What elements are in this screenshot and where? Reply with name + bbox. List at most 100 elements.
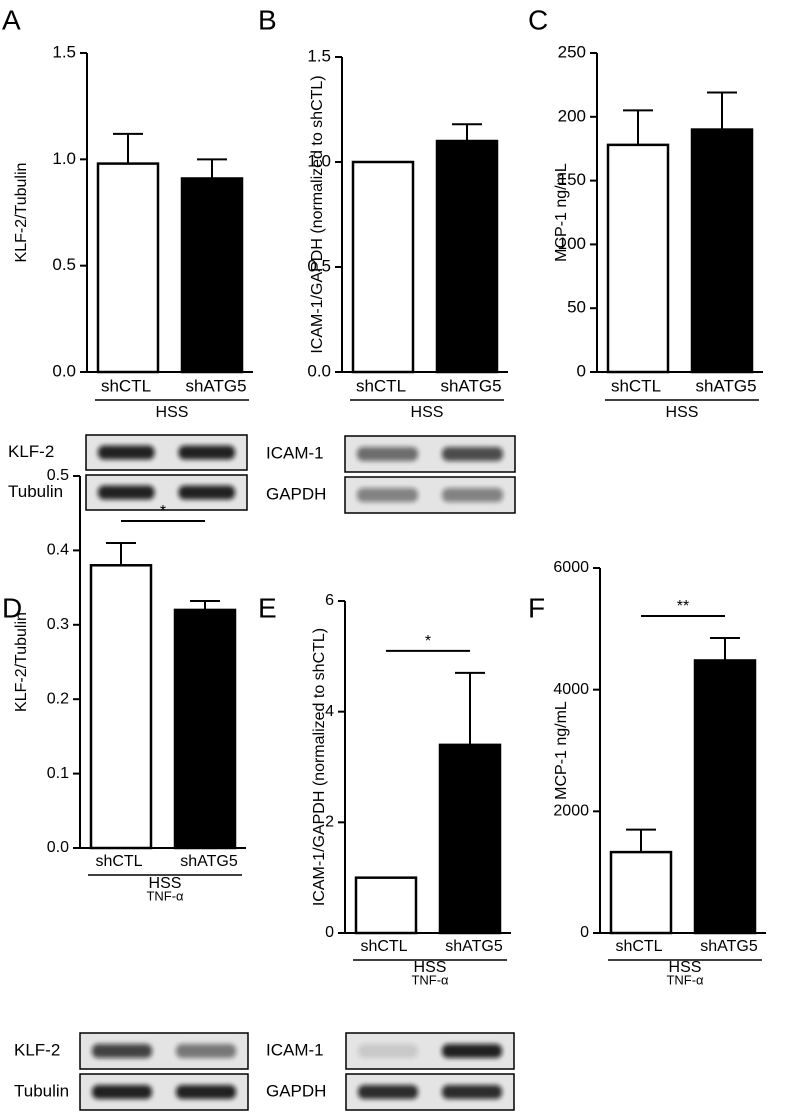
- blot-label: KLF-2: [14, 1040, 60, 1059]
- x-tick-label: shCTL: [611, 376, 661, 395]
- group-label: HSS: [149, 875, 182, 892]
- y-axis-label: MCP-1 ng/mL: [553, 701, 570, 800]
- x-tick-label: shCTL: [95, 853, 142, 870]
- x-tick-label: shCTL: [360, 938, 407, 955]
- blot-band: [442, 447, 503, 461]
- blot-band: [178, 485, 235, 500]
- y-axis-label: MCP-1 ng/mL: [553, 163, 570, 262]
- panel-letter: C: [528, 4, 548, 35]
- bar: [173, 608, 237, 850]
- group-label: HSS: [156, 404, 189, 421]
- y-axis-label: ICAM-1/GAPDH (normalized to shCTL): [311, 628, 328, 906]
- blot-band: [357, 447, 418, 461]
- y-axis-label: KLF-2/Tubulin: [13, 612, 30, 712]
- bar: [606, 143, 670, 374]
- blot-label: ICAM-1: [266, 1040, 324, 1059]
- y-tick-label: 1.5: [307, 46, 331, 65]
- panel-letter: E: [258, 592, 277, 623]
- y-tick-label: 4000: [553, 681, 589, 698]
- blot-band: [178, 445, 235, 460]
- y-tick-label: 0.3: [47, 616, 69, 633]
- y-tick-label: 50: [567, 298, 586, 317]
- bar: [609, 850, 673, 935]
- y-tick-label: 150: [558, 170, 586, 189]
- y-tick-label: 1.0: [52, 149, 76, 168]
- blot-band: [357, 488, 418, 502]
- y-tick-label: 0.0: [52, 361, 76, 380]
- x-tick-label: shATG5: [440, 376, 501, 395]
- blot-label: ICAM-1: [266, 443, 324, 462]
- blot-label: Tubulin: [14, 1081, 69, 1100]
- bar: [435, 139, 499, 374]
- panel-letter: F: [528, 592, 545, 623]
- x-tick-label: shATG5: [700, 938, 758, 955]
- blot-band: [176, 1085, 236, 1099]
- panel-letter: D: [2, 592, 22, 623]
- bar: [690, 128, 754, 374]
- x-tick-label: shATG5: [185, 376, 246, 395]
- y-tick-label: 0.2: [47, 690, 69, 707]
- y-tick-label: 0: [580, 924, 589, 941]
- y-tick-label: 0.0: [47, 839, 69, 856]
- x-tick-label: shCTL: [101, 376, 151, 395]
- y-tick-label: 0.5: [307, 256, 331, 275]
- x-tick-label: shATG5: [695, 376, 756, 395]
- y-tick-label: 0.5: [52, 255, 76, 274]
- y-tick-label: 6: [325, 592, 334, 609]
- panel-letter: A: [2, 4, 21, 35]
- group-label: HSS: [411, 404, 444, 421]
- group-label: HSS: [666, 404, 699, 421]
- x-tick-label: shATG5: [180, 853, 238, 870]
- blot-band: [92, 1044, 152, 1058]
- group-label: TNF-α: [411, 972, 449, 987]
- blot-label: GAPDH: [266, 1081, 326, 1100]
- bar: [693, 659, 757, 935]
- y-axis-label: ICAM-1/GAPDH (normalized to shCTL): [309, 75, 326, 353]
- significance-label: **: [677, 598, 689, 615]
- y-tick-label: 250: [558, 42, 586, 61]
- y-tick-label: 0: [577, 361, 586, 380]
- y-tick-label: 0.0: [307, 361, 331, 380]
- significance-label: *: [160, 503, 166, 520]
- blot-band: [358, 1085, 418, 1099]
- y-tick-label: 2: [325, 814, 334, 831]
- blot-band: [92, 1085, 152, 1099]
- blot-band: [442, 488, 503, 502]
- x-tick-label: shCTL: [356, 376, 406, 395]
- bar: [89, 564, 153, 850]
- blot-band: [98, 445, 155, 460]
- y-tick-label: 6000: [553, 559, 589, 576]
- blot-band: [442, 1085, 502, 1099]
- significance-label: *: [425, 633, 431, 650]
- y-tick-label: 0: [325, 924, 334, 941]
- x-tick-label: shATG5: [445, 938, 503, 955]
- y-tick-label: 0.5: [47, 467, 69, 484]
- blot-band: [358, 1044, 418, 1058]
- blot-label: GAPDH: [266, 484, 326, 503]
- group-label: HSS: [414, 959, 447, 976]
- blot-band: [442, 1044, 502, 1058]
- bar: [351, 160, 415, 374]
- x-tick-label: shCTL: [615, 938, 662, 955]
- y-tick-label: 4: [325, 703, 334, 720]
- group-label: TNF-α: [146, 888, 184, 903]
- y-tick-label: 0.1: [47, 765, 69, 782]
- group-label: HSS: [669, 959, 702, 976]
- blot-band: [98, 485, 155, 500]
- group-label: TNF-α: [666, 972, 704, 987]
- panel-letter: B: [258, 4, 277, 35]
- y-tick-label: 1.0: [307, 151, 331, 170]
- bar: [96, 162, 160, 374]
- y-tick-label: 1.5: [52, 42, 76, 61]
- blot-label: KLF-2: [8, 442, 54, 461]
- y-tick-label: 0.4: [47, 542, 69, 559]
- bar: [354, 876, 418, 935]
- y-tick-label: 2000: [553, 803, 589, 820]
- blot-band: [176, 1044, 236, 1058]
- blot-label: Tubulin: [8, 482, 63, 501]
- y-tick-label: 200: [558, 106, 586, 125]
- bar: [180, 177, 244, 374]
- bar: [438, 743, 502, 935]
- y-tick-label: 100: [558, 234, 586, 253]
